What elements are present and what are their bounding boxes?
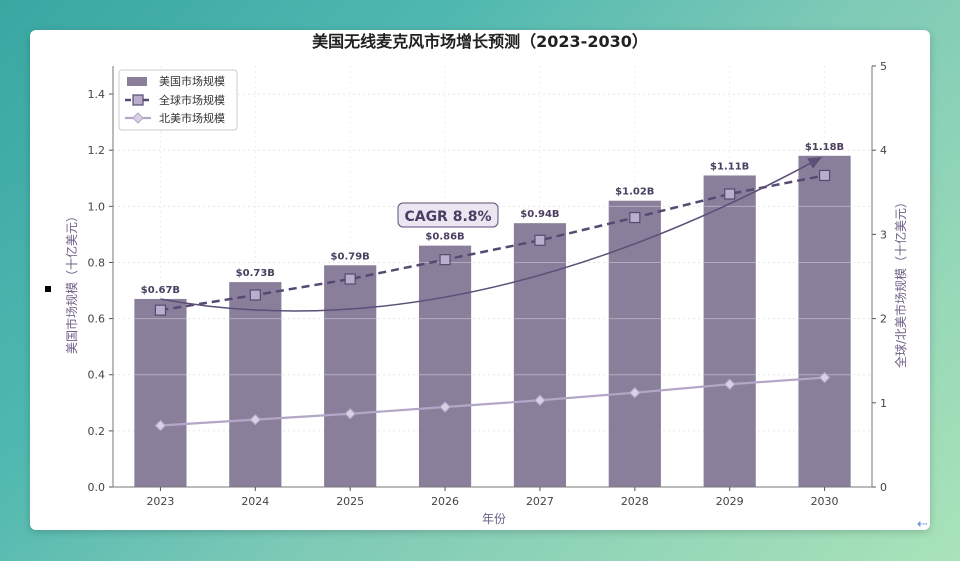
bar — [608, 200, 661, 487]
bar-value-label: $0.73B — [236, 268, 275, 279]
bars-layer — [134, 155, 851, 487]
legend-bar-swatch — [127, 77, 147, 86]
axes-layer: 0.0 0.2 0.4 0.6 0.8 1.0 1.2 1.4 0 1 2 3 4 5 2023 2024 20… — [88, 60, 888, 508]
bar-value-label: $1.18B — [805, 142, 844, 153]
global-line — [160, 174, 825, 312]
global-point — [629, 211, 641, 224]
cagr-text: CAGR 8.8% — [404, 209, 491, 225]
legend-label: 全球市场规模 — [159, 93, 225, 107]
north-america-point — [154, 419, 167, 432]
chart-title: 美国无线麦克风市场增长预测（2023-2030） — [312, 32, 648, 51]
bar — [324, 265, 377, 487]
y-left-tick-label: 0.4 — [88, 369, 106, 382]
bar — [513, 223, 567, 487]
global-point — [439, 254, 451, 266]
x-tick-label: 2026 — [431, 495, 459, 508]
global-point — [249, 289, 261, 301]
legend-box — [118, 69, 238, 131]
bar — [134, 298, 187, 487]
bar-value-label: $1.02B — [615, 187, 654, 198]
bar — [798, 155, 851, 487]
bar — [703, 175, 756, 487]
bar — [418, 245, 472, 487]
cagr-box — [397, 202, 499, 228]
lines-layer — [154, 169, 831, 432]
cagr-arrow — [160, 157, 822, 312]
y-axis-label-right: 全球/北美市场规模（十亿美元） — [893, 196, 908, 368]
y-right-tick-label: 2 — [880, 313, 887, 326]
bar — [229, 282, 282, 487]
north-america-point — [723, 378, 736, 390]
x-tick-label: 2025 — [336, 495, 364, 508]
labels-layer: $0.67B $0.73B $0.79B $0.86B $0.94B $1.02B $1.1… — [141, 142, 844, 296]
x-tick-label: 2028 — [621, 495, 649, 508]
north-america-point — [439, 401, 451, 413]
north-america-point — [629, 386, 641, 399]
x-tick-label: 2023 — [146, 495, 174, 508]
x-axis-label: 年份 — [482, 512, 506, 526]
y-axis-label-left: 美国市场规模（十亿美元） — [64, 210, 79, 354]
legend-global-marker — [132, 94, 144, 106]
north-america-line — [160, 376, 825, 427]
global-point — [344, 273, 356, 285]
y-left-tick-label: 1.4 — [88, 88, 106, 101]
y-left-tick-label: 1.0 — [88, 200, 106, 213]
y-right-tick-label: 1 — [880, 397, 887, 410]
y-right-tick-label: 4 — [880, 144, 887, 157]
y-left-tick-label: 0.2 — [88, 425, 106, 438]
bar-value-label: $0.94B — [520, 209, 559, 220]
legend-label: 北美市场规模 — [159, 111, 225, 125]
bar-value-label: $0.67B — [141, 285, 180, 296]
cagr-annotation: CAGR 8.8% — [160, 157, 822, 312]
global-point — [534, 234, 546, 246]
north-america-point — [534, 394, 546, 406]
north-america-point — [818, 371, 831, 384]
bullet-marker — [45, 286, 51, 292]
global-point — [154, 304, 167, 316]
x-tick-label: 2030 — [811, 495, 839, 508]
bar-value-label: $0.79B — [331, 251, 370, 262]
y-left-tick-label: 0.0 — [88, 481, 106, 494]
bar-value-label: $1.11B — [710, 161, 749, 172]
legend-na-marker — [132, 112, 144, 124]
x-tick-label: 2024 — [241, 495, 269, 508]
y-right-tick-label: 0 — [880, 481, 887, 494]
global-point — [818, 169, 831, 182]
y-left-tick-label: 0.8 — [88, 256, 106, 269]
y-left-tick-label: 1.2 — [88, 144, 106, 157]
back-arrow-icon[interactable]: ⇠ — [917, 517, 928, 532]
x-tick-label: 2027 — [526, 495, 554, 508]
legend-label: 美国市场规模 — [159, 74, 225, 88]
bar-value-label: $0.86B — [425, 232, 464, 243]
north-america-point — [249, 413, 262, 426]
y-right-tick-label: 3 — [880, 228, 887, 241]
x-tick-label: 2029 — [716, 495, 744, 508]
y-left-tick-label: 0.6 — [88, 313, 106, 326]
global-point — [724, 188, 736, 200]
y-right-tick-label: 5 — [880, 60, 887, 73]
north-america-point — [344, 408, 356, 420]
